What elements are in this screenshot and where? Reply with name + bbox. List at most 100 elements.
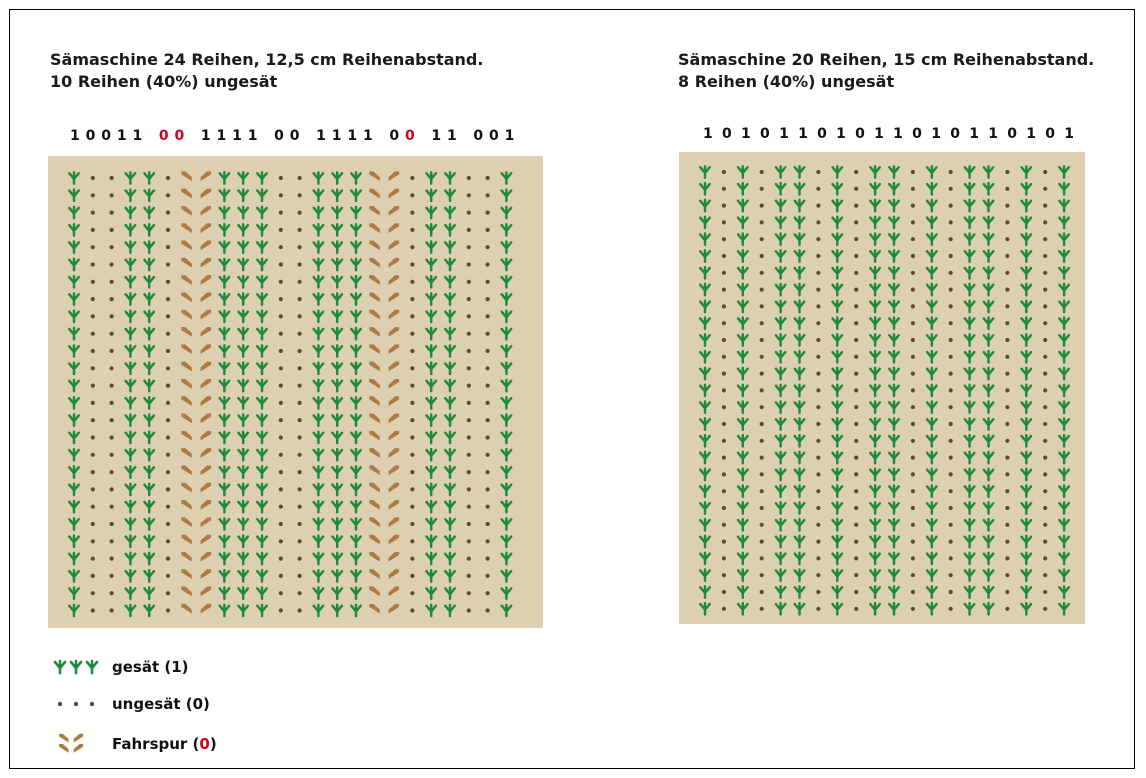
- right-field-rows: [699, 165, 1071, 616]
- pattern-digit: 1: [200, 128, 217, 144]
- sown-row: [444, 171, 456, 618]
- pattern-digit: 1: [232, 128, 248, 144]
- track-row: [200, 171, 212, 614]
- sown-row: [774, 165, 787, 616]
- sown-row: [699, 165, 711, 616]
- pattern-digit: 0: [85, 128, 102, 144]
- sown-row: [963, 165, 976, 616]
- legend-track-suffix: ): [209, 735, 217, 753]
- sown-row: [218, 171, 231, 618]
- pattern-gap: [379, 128, 390, 144]
- pattern-digit: 1: [431, 128, 447, 144]
- sown-row: [68, 171, 80, 618]
- pattern-digit: 1: [969, 126, 985, 142]
- unsown-row: [1043, 169, 1048, 611]
- unsown-row: [90, 175, 95, 613]
- unsown-row: [948, 169, 953, 611]
- pattern-digit: 1: [874, 126, 890, 142]
- seedling-icon: [53, 659, 99, 675]
- sown-row: [237, 171, 250, 618]
- unsown-row: [485, 175, 490, 613]
- pattern-digit: 1: [70, 128, 86, 144]
- unsown-row: [165, 175, 171, 613]
- pattern-gap: [263, 128, 274, 144]
- right-panel-title: Sämaschine 20 Reihen, 15 cm Reihenabstan…: [678, 49, 1094, 93]
- unsown-row: [297, 175, 302, 613]
- pattern-digit: 0: [389, 128, 405, 144]
- sown-row: [736, 165, 749, 616]
- sown-row: [143, 171, 156, 618]
- left-field-rows: [68, 171, 513, 618]
- pattern-digit: 1: [703, 126, 719, 142]
- legend-unsown-label: ungesät (0): [112, 695, 210, 713]
- unsown-row: [854, 169, 859, 611]
- left-title-line2: 10 Reihen (40%) ungesät: [50, 72, 278, 91]
- right-field: [679, 152, 1085, 624]
- pattern-digit: 0: [174, 128, 191, 144]
- pattern-digit: 1: [132, 128, 149, 144]
- unsown-row: [721, 169, 726, 611]
- sown-row: [888, 165, 900, 616]
- pattern-digit: 0: [912, 126, 928, 142]
- pattern-digit: 0: [101, 128, 117, 144]
- sown-row: [869, 165, 882, 616]
- sown-row: [350, 171, 362, 618]
- pattern-digit: 1: [316, 128, 332, 144]
- left-title-line1: Sämaschine 24 Reihen, 12,5 cm Reihenabst…: [50, 50, 484, 69]
- unsown-row: [466, 175, 471, 613]
- pattern-digit: 0: [489, 128, 505, 144]
- pattern-digit: 1: [331, 128, 348, 144]
- pattern-digit: 1: [1064, 126, 1075, 142]
- sown-row: [925, 165, 938, 616]
- pattern-gap: [190, 128, 201, 144]
- pattern-digit: 1: [216, 128, 233, 144]
- pattern-digit: 1: [893, 126, 909, 142]
- pattern-digit: 0: [950, 126, 966, 142]
- track-row: [369, 171, 380, 614]
- pattern-digit: 0: [817, 126, 833, 142]
- pattern-digit: 1: [347, 128, 363, 144]
- pattern-digit: 1: [798, 126, 814, 142]
- unsown-row: [410, 175, 415, 613]
- pattern-digit: 1: [247, 128, 264, 144]
- legend-track-prefix: Fahrspur (: [112, 735, 200, 753]
- pattern-digit: 0: [289, 128, 306, 144]
- chevron-track-icon: [59, 733, 84, 753]
- sown-row: [1058, 165, 1071, 616]
- pattern-digit: 0: [405, 128, 421, 144]
- right-title-line1: Sämaschine 20 Reihen, 15 cm Reihenabstan…: [678, 50, 1095, 69]
- unsown-row: [816, 169, 821, 611]
- legend-sown-label: gesät (1): [112, 658, 189, 676]
- sown-row: [256, 171, 268, 618]
- pattern-digit: 0: [1007, 126, 1023, 142]
- track-row: [181, 171, 192, 614]
- sown-row: [124, 171, 137, 618]
- pattern-digit: 1: [504, 128, 521, 144]
- pattern-digit: 0: [855, 126, 871, 142]
- pattern-digit: 0: [274, 128, 290, 144]
- pattern-digit: 1: [363, 128, 379, 144]
- pattern-digit: 1: [1026, 126, 1042, 142]
- pattern-digit: 0: [1045, 126, 1061, 142]
- legend-unsown: ungesät (0): [50, 692, 210, 716]
- pattern-digit: 1: [779, 126, 795, 142]
- unsown-row: [910, 169, 915, 611]
- legend-track: Fahrspur (0): [50, 732, 217, 756]
- left-panel-title: Sämaschine 24 Reihen, 12,5 cm Reihenabst…: [50, 49, 483, 93]
- unsown-row: [278, 175, 283, 613]
- right-title-line2: 8 Reihen (40%) ungesät: [678, 72, 895, 91]
- pattern-digit: 0: [158, 128, 175, 144]
- unsown-row: [109, 175, 114, 613]
- left-field: [48, 156, 543, 628]
- pattern-digit: 1: [836, 126, 852, 142]
- pattern-digit: 1: [116, 128, 133, 144]
- sown-row: [312, 171, 325, 618]
- sown-row: [1020, 165, 1033, 616]
- left-row-pattern: 1 0 0 1 1 0 0 1 1 1 1 0 0 1 1 1 1 0 0 1 …: [70, 128, 520, 144]
- unsown-row: [759, 169, 764, 611]
- legend-sown: gesät (1): [50, 655, 189, 679]
- sown-row: [793, 165, 806, 616]
- pattern-gap: [463, 128, 474, 144]
- pattern-digit: 1: [931, 126, 947, 142]
- dot-icon: [57, 701, 95, 707]
